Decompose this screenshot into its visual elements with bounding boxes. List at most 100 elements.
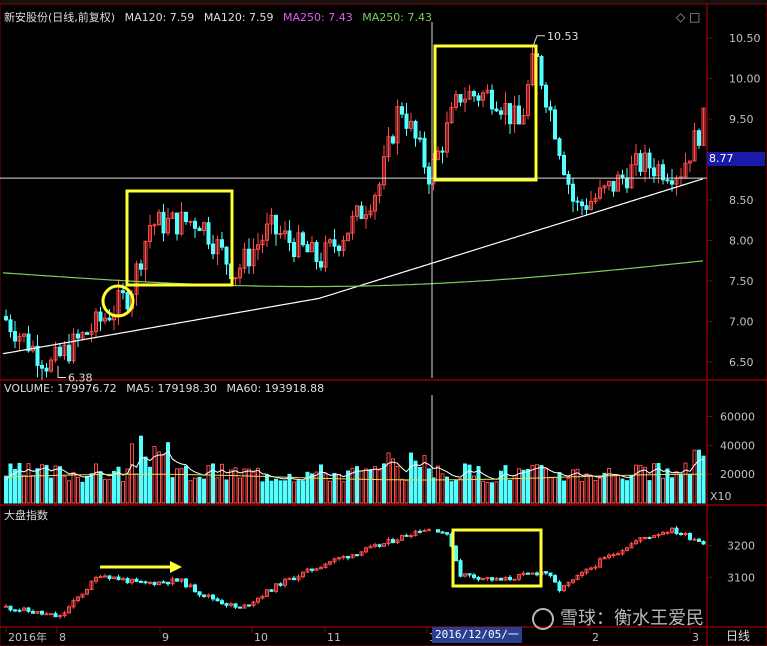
index-candle — [661, 532, 665, 536]
volume-bar — [139, 435, 143, 504]
price-candle — [557, 138, 562, 156]
price-candle — [598, 187, 602, 199]
ma120-label-a: MA120: 7.59 — [124, 11, 195, 24]
index-candle — [521, 572, 526, 575]
volume-bar — [292, 481, 296, 504]
volume-bar — [409, 452, 413, 504]
low-annotation-line — [57, 365, 66, 379]
index-candle — [490, 577, 494, 581]
index-candle — [247, 604, 251, 607]
index-candle — [53, 613, 58, 618]
price-candle — [44, 367, 49, 372]
volume-bar — [301, 480, 305, 504]
price-candle — [458, 94, 463, 103]
index-candle — [206, 594, 211, 597]
volume-bar — [427, 468, 431, 504]
price-candle — [22, 333, 26, 337]
index-candle — [580, 572, 584, 576]
index-candle — [310, 568, 314, 571]
index-candle — [701, 541, 706, 545]
volume-bar — [530, 464, 535, 504]
index-candle — [566, 581, 571, 587]
index-candle — [512, 578, 517, 581]
index-candle — [665, 531, 670, 534]
price-candle — [373, 194, 377, 212]
index-candle — [422, 529, 427, 532]
volume-bar — [274, 478, 278, 504]
price-candle — [323, 242, 328, 268]
watermark: 雪球：衡水王爱民 — [532, 604, 704, 630]
price-candle — [512, 105, 517, 125]
square-icon[interactable]: □ — [689, 10, 701, 24]
price-candle — [607, 180, 611, 187]
period-label[interactable]: 日线 — [726, 629, 751, 643]
index-candle — [112, 576, 116, 580]
index-candle — [458, 560, 463, 577]
price-candle — [566, 174, 571, 185]
volume-bar — [26, 463, 31, 504]
volume-bar — [341, 481, 346, 504]
index-candle — [355, 554, 359, 557]
volume-bar — [436, 465, 440, 504]
index-candle — [481, 577, 485, 580]
price-candle — [404, 113, 409, 129]
high-annotation-label: 10.53 — [547, 30, 579, 43]
volume-bar — [58, 466, 62, 504]
index-candle — [58, 615, 62, 618]
volume-bar — [485, 482, 490, 504]
index-candle — [530, 572, 535, 575]
price-candle — [184, 211, 188, 223]
price-candle — [62, 344, 67, 357]
price-candle — [283, 230, 287, 235]
price-candle — [247, 248, 251, 267]
index-candle — [175, 578, 179, 582]
index-candle — [319, 566, 323, 570]
price-candle — [274, 214, 278, 235]
volume-bar — [202, 478, 206, 504]
index-candle — [382, 543, 386, 547]
volume-ma5-label: MA5: 179198.30 — [126, 382, 217, 395]
volume-bar — [157, 451, 161, 504]
low-annotation-label: 6.38 — [68, 372, 93, 385]
volume-bar — [184, 465, 188, 504]
volume-bar — [616, 475, 620, 504]
index-candle — [35, 610, 40, 614]
price-tick-label: 10.50 — [729, 32, 761, 45]
index-candle — [697, 538, 701, 543]
index-candle — [647, 536, 652, 539]
highlight-box-2 — [433, 44, 538, 182]
diamond-icon[interactable]: ◇ — [676, 10, 686, 24]
volume-bar — [526, 468, 530, 504]
index-candle — [634, 540, 638, 545]
volume-bar — [589, 475, 593, 504]
volume-tick-label: 40000 — [720, 439, 755, 452]
index-candle — [211, 594, 215, 600]
price-candle — [530, 53, 535, 86]
index-candle — [148, 581, 152, 584]
price-candle — [620, 174, 625, 179]
index-candle — [26, 607, 31, 612]
panel-controls[interactable]: ◇ □ — [676, 10, 700, 24]
volume-bar — [22, 474, 26, 504]
volume-bar — [269, 480, 274, 504]
price-candle — [656, 164, 661, 177]
volume-bar — [566, 477, 571, 504]
price-candle — [571, 183, 575, 202]
price-candle — [481, 92, 485, 101]
price-candle — [652, 167, 656, 177]
price-candle — [575, 200, 580, 203]
index-candle — [652, 535, 656, 538]
index-candle — [202, 594, 206, 597]
volume-bar — [368, 469, 373, 504]
price-candle — [454, 94, 458, 108]
volume-bar — [629, 475, 634, 504]
index-candle — [197, 591, 202, 596]
index-candle — [440, 531, 445, 534]
ma250-label-b: MA250: 7.43 — [362, 11, 432, 24]
index-candle — [62, 612, 67, 617]
index-candle — [584, 568, 589, 574]
index-candle — [40, 610, 44, 615]
price-candle — [485, 89, 490, 94]
volume-bar — [98, 471, 103, 504]
